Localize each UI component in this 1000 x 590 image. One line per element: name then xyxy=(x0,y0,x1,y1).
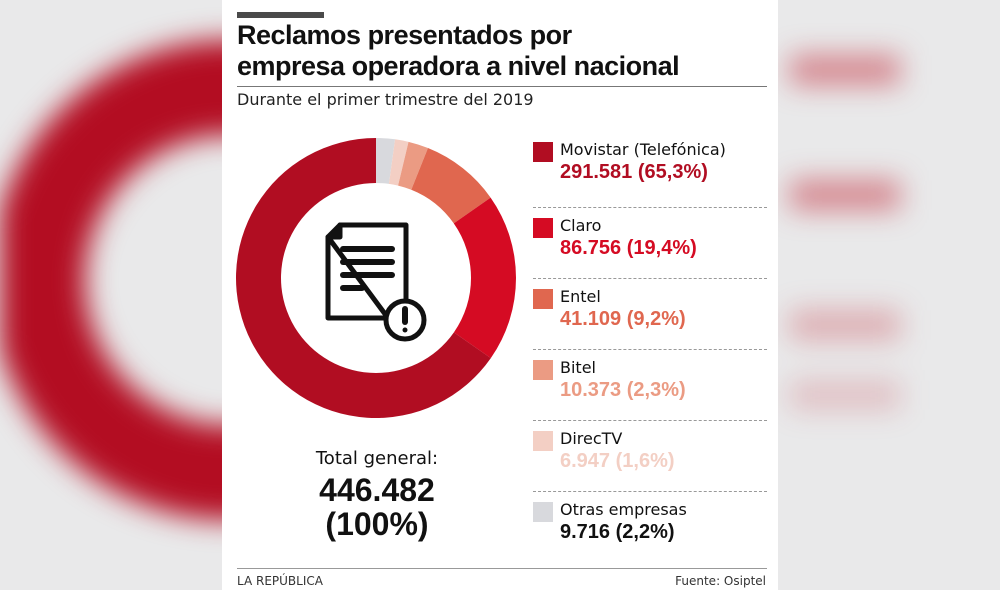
legend-item: Movistar (Telefónica) 291.581 (65,3%) xyxy=(533,137,767,207)
legend-swatch xyxy=(533,502,553,522)
donut-slice-bitel xyxy=(398,141,428,190)
legend-item: Bitel 10.373 (2,3%) xyxy=(533,349,767,420)
subtitle: Durante el primer trimestre del 2019 xyxy=(237,90,534,109)
legend-name: Entel xyxy=(560,287,601,306)
legend-value: 6.947 (1,6%) xyxy=(560,450,675,472)
legend-item: DirecTV 6.947 (1,6%) xyxy=(533,420,767,491)
legend-swatch xyxy=(533,142,553,162)
legend-name: Otras empresas xyxy=(560,500,687,519)
legend-swatch xyxy=(533,360,553,380)
donut-slice-entel xyxy=(411,148,491,224)
legend-item: Entel 41.109 (9,2%) xyxy=(533,278,767,349)
legend-value: 291.581 (65,3%) xyxy=(560,161,708,183)
brand-credit: LA REPÚBLICA xyxy=(237,574,323,588)
infographic-panel: Reclamos presentados por empresa operado… xyxy=(222,0,778,590)
total-percent: (100%) xyxy=(325,506,429,542)
legend-name: DirecTV xyxy=(560,429,623,448)
title-line-1: Reclamos presentados por xyxy=(237,20,572,50)
footer-divider xyxy=(237,568,767,569)
legend-name: Movistar (Telefónica) xyxy=(560,140,726,159)
donut-slice-directv xyxy=(388,139,409,186)
legend-value: 41.109 (9,2%) xyxy=(560,308,686,330)
legend-swatch xyxy=(533,289,553,309)
legend-item: Claro 86.756 (19,4%) xyxy=(533,207,767,278)
legend-value: 86.756 (19,4%) xyxy=(560,237,697,259)
legend-name: Bitel xyxy=(560,358,596,377)
donut-slice-movistar-telef-nica xyxy=(236,138,491,418)
legend-swatch xyxy=(533,431,553,451)
donut-slice-claro xyxy=(453,197,516,359)
legend-item: Otras empresas 9.716 (2,2%) xyxy=(533,491,767,562)
total-label: Total general: xyxy=(315,448,439,469)
document-warning-icon xyxy=(325,222,427,342)
title-line-2: empresa operadora a nivel nacional xyxy=(237,51,680,81)
legend-name: Claro xyxy=(560,216,602,235)
legend-swatch xyxy=(533,218,553,238)
donut-slice-otras-empresas xyxy=(376,138,396,184)
divider xyxy=(237,86,767,87)
legend-value: 10.373 (2,3%) xyxy=(560,379,686,401)
total-value: 446.482 (100%) xyxy=(222,473,532,541)
chart-title: Reclamos presentados por empresa operado… xyxy=(237,20,680,82)
legend-value: 9.716 (2,2%) xyxy=(560,521,675,543)
donut-chart xyxy=(236,138,516,418)
total-number: 446.482 xyxy=(319,472,435,508)
source-credit: Fuente: Osiptel xyxy=(675,574,766,588)
accent-bar xyxy=(237,12,324,18)
legend: Movistar (Telefónica) 291.581 (65,3%) Cl… xyxy=(533,137,767,562)
